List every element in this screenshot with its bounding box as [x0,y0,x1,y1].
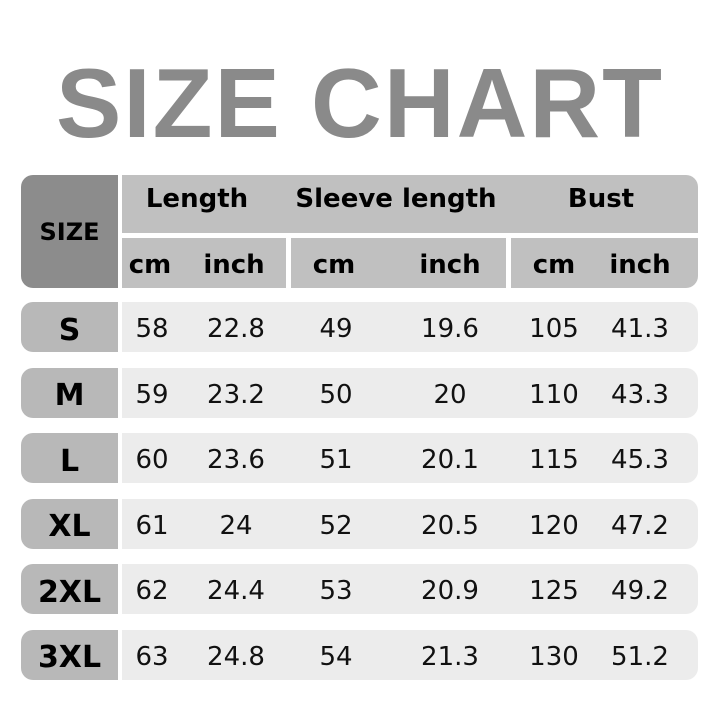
value-cell: 51 [319,445,353,475]
value-cell: 49 [319,314,353,344]
page-title: SIZE CHART [56,48,664,158]
size-cell: M [21,367,118,418]
unit-label: inch [609,250,671,280]
row-values: 62 24.4 53 20.9 125 49.2 [122,564,698,614]
table-row: XL 61 24 52 20.5 120 47.2 [21,498,698,549]
value-cell: 120 [529,510,579,541]
value-cell: 20.1 [421,445,479,475]
value-cell: 19.6 [421,314,479,344]
row-values: 58 22.8 49 19.6 105 41.3 [122,302,698,352]
value-cell: 41.3 [611,314,669,344]
value-cell: 52 [319,510,353,541]
unit-header-sleeve: cm inch [291,238,506,288]
value-cell: 115 [529,445,579,475]
size-cell: 2XL [21,564,118,614]
value-cell: 50 [319,379,353,410]
row-values: 59 23.2 50 20 110 43.3 [122,367,698,418]
value-cell: 58 [135,314,169,344]
value-cell: 125 [529,576,579,606]
table-row: L 60 23.6 51 20.1 115 45.3 [21,433,698,483]
value-cell: 43.3 [611,379,669,410]
value-cell: 23.6 [207,445,265,475]
group-header-row: Length Sleeve length Bust [122,175,698,233]
value-cell: 60 [135,445,169,475]
unit-header-bust: cm inch [511,238,698,288]
group-sleeve-length: Sleeve length [295,184,497,214]
size-cell: L [21,433,118,483]
size-cell: S [21,302,118,352]
row-values: 60 23.6 51 20.1 115 45.3 [122,433,698,483]
group-length: Length [145,184,249,214]
size-cell: 3XL [21,629,118,680]
value-cell: 20.5 [421,510,479,541]
value-cell: 130 [529,641,579,672]
value-cell: 45.3 [611,445,669,475]
table-row: S 58 22.8 49 19.6 105 41.3 [21,302,698,352]
value-cell: 24 [219,510,253,541]
value-cell: 63 [135,641,169,672]
unit-label: cm [128,250,172,280]
unit-label: cm [312,250,356,280]
table-row: 3XL 63 24.8 54 21.3 130 51.2 [21,629,698,680]
value-cell: 21.3 [421,641,479,672]
row-values: 63 24.8 54 21.3 130 51.2 [122,629,698,680]
value-cell: 20.9 [421,576,479,606]
table-row: M 59 23.2 50 20 110 43.3 [21,367,698,418]
value-cell: 59 [135,379,169,410]
unit-label: cm [532,250,576,280]
value-cell: 61 [135,510,169,541]
value-cell: 54 [319,641,353,672]
value-cell: 62 [135,576,169,606]
value-cell: 20 [433,379,467,410]
unit-label: inch [203,250,265,280]
size-cell: XL [21,498,118,549]
value-cell: 24.8 [207,641,265,672]
value-cell: 47.2 [611,510,669,541]
value-cell: 53 [319,576,353,606]
value-cell: 105 [529,314,579,344]
value-cell: 22.8 [207,314,265,344]
value-cell: 51.2 [611,641,669,672]
value-cell: 49.2 [611,576,669,606]
row-values: 61 24 52 20.5 120 47.2 [122,498,698,549]
value-cell: 23.2 [207,379,265,410]
table-row: 2XL 62 24.4 53 20.9 125 49.2 [21,564,698,614]
size-header: SIZE [21,175,118,288]
value-cell: 110 [529,379,579,410]
value-cell: 24.4 [207,576,265,606]
unit-label: inch [419,250,481,280]
unit-header-length: cm inch [122,238,286,288]
group-bust: Bust [567,184,635,214]
